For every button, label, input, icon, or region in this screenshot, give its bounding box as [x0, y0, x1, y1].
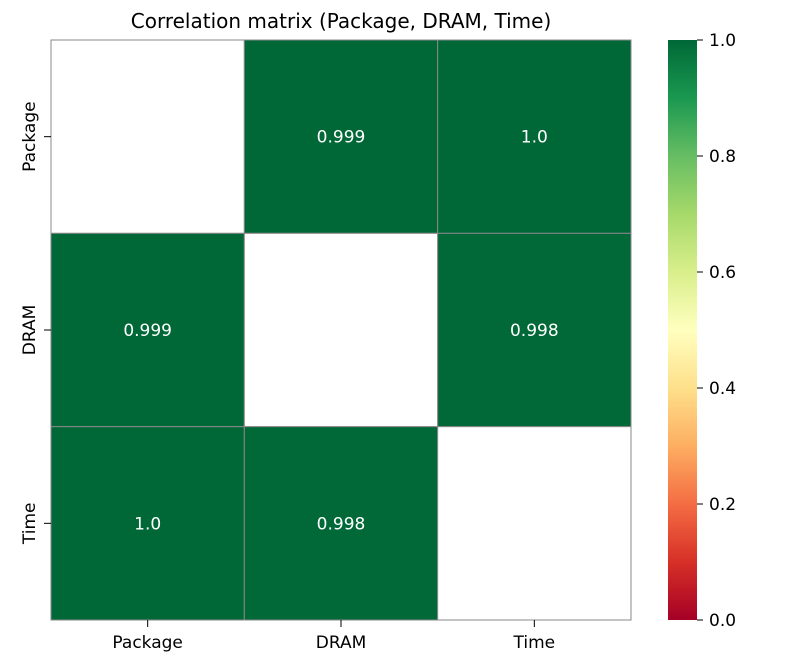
x-tick-label: Time	[513, 633, 556, 653]
cell-value-label: 0.998	[317, 514, 366, 534]
heatmap-cells: 0.999 1.0 0.999 0.998 1.0 0.998	[50, 39, 632, 621]
x-axis-tick-labels: Package DRAM Time	[112, 620, 555, 653]
y-tick-label: DRAM	[20, 305, 40, 356]
heatmap-cell-dram-time	[437, 232, 632, 428]
y-tick-label: Time	[20, 503, 40, 546]
cell-value-label: 0.998	[510, 321, 559, 341]
heatmap-cell-dram-dram	[243, 232, 439, 428]
cell-value-label: 1.0	[521, 128, 548, 148]
colorbar-tick-label: 0.2	[709, 495, 736, 515]
colorbar-tick-label: 0.0	[709, 611, 736, 631]
heatmap-cell-time-dram	[243, 426, 439, 621]
heatmap-cell-time-time	[437, 426, 632, 621]
chart-title: Correlation matrix (Package, DRAM, Time)	[131, 9, 552, 33]
colorbar-tick-label: 1.0	[709, 31, 736, 51]
y-tick-label: Package	[20, 101, 40, 171]
heatmap-cell-package-dram	[243, 39, 439, 234]
heatmap-cell-time-package	[50, 426, 245, 621]
colorbar: 0.0 0.2 0.4 0.6 0.8 1.0	[668, 31, 736, 631]
cell-value-label: 0.999	[317, 128, 366, 148]
heatmap-cell-package-time	[437, 39, 632, 234]
cell-value-label: 0.999	[123, 321, 172, 341]
colorbar-tick-label: 0.8	[709, 147, 736, 167]
x-tick-label: DRAM	[316, 633, 367, 653]
heatmap-cell-package-package	[50, 39, 245, 234]
x-tick-label: Package	[112, 633, 182, 653]
cell-value-label: 1.0	[134, 514, 161, 534]
y-axis-tick-labels: Package DRAM Time	[20, 101, 51, 545]
colorbar-gradient	[668, 40, 697, 620]
colorbar-tick-label: 0.6	[709, 263, 736, 283]
heatmap-cell-dram-package	[50, 232, 245, 428]
colorbar-tick-label: 0.4	[709, 379, 736, 399]
